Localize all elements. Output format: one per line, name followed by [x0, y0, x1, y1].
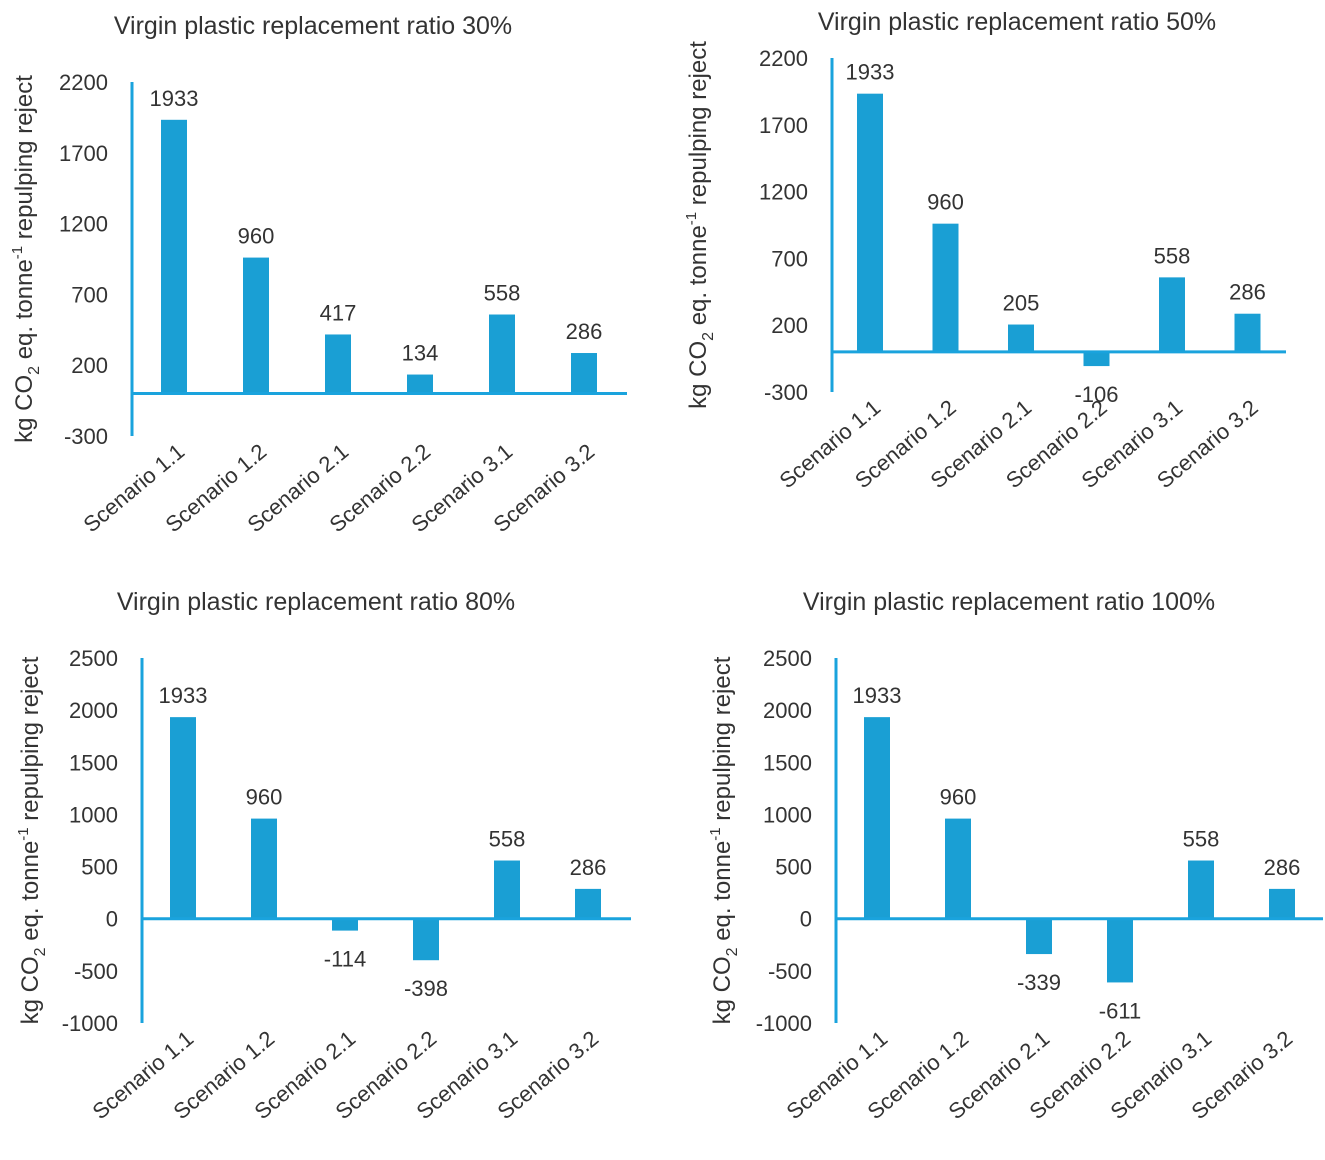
chart-3: Virgin plastic replacement ratio 80% kg C… [15, 588, 631, 1124]
y-tick-label: 1500 [69, 750, 118, 775]
y-tick-label: 2200 [759, 46, 808, 71]
data-label: 286 [1264, 855, 1301, 880]
bar [494, 860, 520, 919]
data-label: 558 [1183, 827, 1220, 852]
data-label: 558 [489, 827, 526, 852]
y-tick-label: 200 [771, 313, 808, 338]
bar [332, 918, 358, 931]
y-axis-label: kg CO2 eq. tonne-1 repulping reject [683, 41, 717, 409]
y-tick-label: -1000 [756, 1011, 812, 1036]
chart-1: Virgin plastic replacement ratio 30% kg C… [9, 12, 627, 537]
chart-2: Virgin plastic replacement ratio 50% kg C… [683, 8, 1286, 493]
y-tick-label: -500 [74, 959, 118, 984]
y-tick-label: 2500 [763, 646, 812, 671]
bar [325, 334, 351, 394]
y-axis-label: kg CO2 eq. tonne-1 repulping reject [707, 656, 741, 1024]
bar [1026, 918, 1052, 955]
bar [864, 717, 890, 919]
chart-title: Virgin plastic replacement ratio 80% [117, 588, 515, 616]
bar [1107, 918, 1133, 983]
bar [1269, 888, 1295, 919]
y-tick-label: -1000 [62, 1011, 118, 1036]
data-label: -106 [1074, 382, 1118, 407]
data-label: 286 [570, 855, 607, 880]
data-label: 558 [1154, 243, 1191, 268]
data-label: 134 [402, 341, 439, 366]
y-tick-label: 700 [771, 246, 808, 271]
y-tick-label: 1700 [59, 141, 108, 166]
y-axis-label: kg CO2 eq. tonne-1 repulping reject [9, 75, 43, 443]
y-tick-label: 1000 [763, 802, 812, 827]
bar [945, 818, 971, 919]
chart-title: Virgin plastic replacement ratio 50% [818, 8, 1216, 36]
y-tick-label: 200 [71, 353, 108, 378]
data-label: 286 [1229, 280, 1266, 305]
chart-title: Virgin plastic replacement ratio 100% [803, 588, 1215, 616]
data-label: -114 [324, 947, 366, 972]
bar [1008, 324, 1034, 352]
data-label: 286 [566, 319, 603, 344]
y-tick-label: 2000 [69, 698, 118, 723]
bar [575, 888, 601, 919]
y-tick-label: 0 [106, 907, 118, 932]
data-label: 1933 [853, 683, 902, 708]
bar [489, 314, 515, 394]
y-tick-label: 2000 [763, 698, 812, 723]
y-tick-label: 700 [71, 282, 108, 307]
bar [413, 918, 439, 961]
bar [1234, 313, 1261, 352]
bar [407, 374, 433, 394]
y-tick-label: 500 [81, 855, 118, 880]
y-tick-label: 2500 [69, 646, 118, 671]
bar [251, 818, 277, 919]
data-label: 558 [484, 281, 521, 306]
chart-title: Virgin plastic replacement ratio 30% [114, 12, 512, 40]
data-label: 1933 [159, 683, 208, 708]
data-label: -611 [1099, 998, 1141, 1023]
data-label: 1933 [150, 86, 199, 111]
bar [243, 257, 269, 394]
bar [932, 223, 959, 352]
y-axis-label: kg CO2 eq. tonne-1 repulping reject [15, 656, 49, 1024]
bar [1188, 860, 1214, 919]
bar [571, 353, 597, 394]
y-tick-label: 1200 [59, 212, 108, 237]
data-label: -339 [1017, 970, 1061, 995]
bar [161, 119, 187, 394]
y-tick-label: 1700 [759, 113, 808, 138]
data-label: -398 [404, 976, 448, 1001]
y-tick-label: -500 [768, 959, 812, 984]
data-label: 1933 [846, 60, 895, 85]
y-tick-label: 1000 [69, 802, 118, 827]
y-tick-label: 0 [800, 907, 812, 932]
data-label: 960 [927, 190, 964, 215]
bar [1159, 277, 1185, 352]
y-tick-label: -300 [64, 424, 108, 449]
data-label: 417 [320, 300, 357, 325]
bar [1083, 351, 1110, 367]
bar [170, 717, 196, 919]
bar [857, 93, 883, 352]
data-label: 205 [1003, 291, 1040, 316]
data-label: 960 [246, 785, 283, 810]
y-tick-label: 500 [775, 855, 812, 880]
y-tick-label: 1500 [763, 750, 812, 775]
chart-4: Virgin plastic replacement ratio 100% kg … [707, 588, 1323, 1124]
y-tick-label: 1200 [759, 180, 808, 205]
y-tick-label: 2200 [59, 70, 108, 95]
data-label: 960 [238, 224, 275, 249]
y-tick-label: -300 [764, 380, 808, 405]
data-label: 960 [940, 785, 977, 810]
